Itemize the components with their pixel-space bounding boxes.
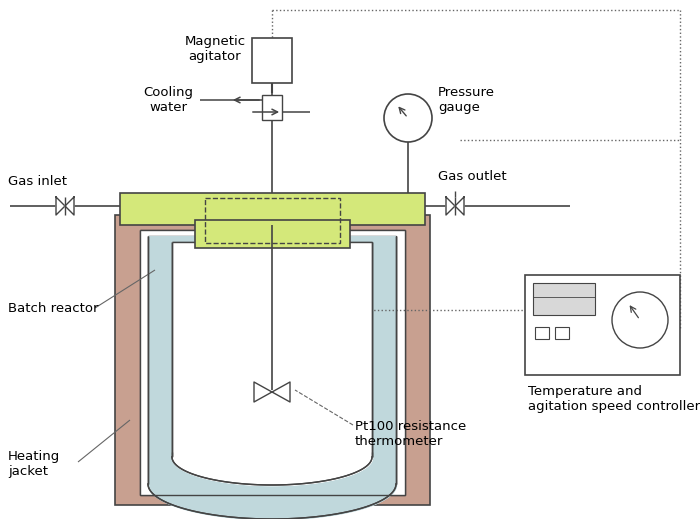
Bar — [140, 230, 405, 495]
Bar — [148, 236, 396, 484]
Bar — [262, 95, 282, 120]
Text: Heating
jacket: Heating jacket — [8, 450, 60, 478]
Bar — [195, 220, 350, 248]
Polygon shape — [56, 197, 65, 215]
Polygon shape — [455, 197, 464, 215]
Text: Temperature and
agitation speed controller: Temperature and agitation speed controll… — [528, 385, 700, 413]
Polygon shape — [65, 197, 74, 215]
Bar — [525, 275, 680, 375]
Bar — [252, 38, 292, 83]
Polygon shape — [446, 197, 455, 215]
Text: Gas inlet: Gas inlet — [8, 175, 67, 188]
Bar — [555, 327, 569, 339]
Bar — [172, 242, 372, 457]
Bar — [172, 242, 372, 457]
Polygon shape — [254, 382, 272, 402]
Bar — [535, 327, 549, 339]
Bar — [115, 215, 430, 505]
Bar — [205, 198, 340, 243]
Text: Cooling
water: Cooling water — [143, 86, 193, 114]
Bar — [533, 283, 595, 315]
Bar — [120, 193, 425, 225]
Text: Pressure
gauge: Pressure gauge — [438, 86, 495, 114]
Circle shape — [612, 292, 668, 348]
Bar — [148, 236, 396, 484]
Text: Gas outlet: Gas outlet — [438, 170, 507, 183]
Bar — [140, 230, 405, 495]
Circle shape — [384, 94, 432, 142]
Bar — [140, 230, 405, 495]
Text: Magnetic
agitator: Magnetic agitator — [184, 35, 246, 63]
Polygon shape — [272, 382, 290, 402]
Text: Pt100 resistance
thermometer: Pt100 resistance thermometer — [355, 420, 466, 448]
Text: Batch reactor: Batch reactor — [8, 302, 99, 315]
Bar — [172, 242, 372, 457]
